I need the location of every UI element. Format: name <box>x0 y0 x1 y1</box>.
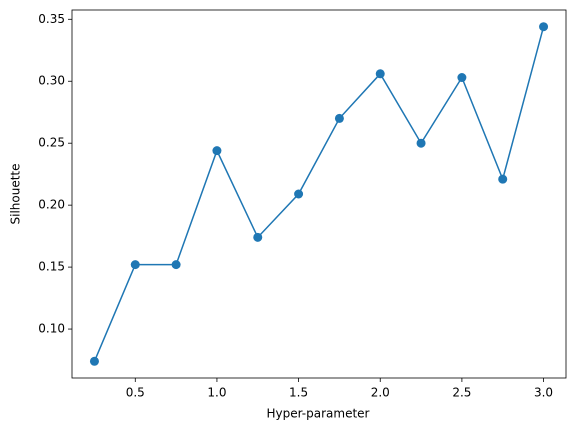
y-axis-label: Silhouette <box>9 163 23 224</box>
data-point <box>498 174 508 184</box>
data-point <box>253 232 263 242</box>
x-tick-label: 2.5 <box>452 386 471 400</box>
data-point <box>416 138 426 148</box>
x-tick-label: 1.0 <box>207 386 226 400</box>
data-point <box>334 113 344 123</box>
data-point <box>171 260 181 270</box>
data-point <box>130 260 140 270</box>
y-tick-label: 0.25 <box>38 136 65 150</box>
y-tick-label: 0.35 <box>38 12 65 26</box>
data-point <box>212 146 222 156</box>
data-point <box>457 73 467 83</box>
x-axis-label: Hyper-parameter <box>267 407 370 421</box>
data-point <box>539 22 549 32</box>
x-tick-label: 1.5 <box>289 386 308 400</box>
data-point <box>89 356 99 366</box>
data-point <box>375 69 385 79</box>
y-tick-label: 0.15 <box>38 260 65 274</box>
x-tick-label: 3.0 <box>534 386 553 400</box>
y-tick-label: 0.10 <box>38 322 65 336</box>
data-point <box>294 189 304 199</box>
x-tick-label: 0.5 <box>126 386 145 400</box>
data-line <box>93 26 545 362</box>
y-tick-label: 0.20 <box>38 198 65 212</box>
x-tick-label: 2.0 <box>371 386 390 400</box>
y-tick-label: 0.30 <box>38 74 65 88</box>
plot-frame <box>71 9 567 379</box>
